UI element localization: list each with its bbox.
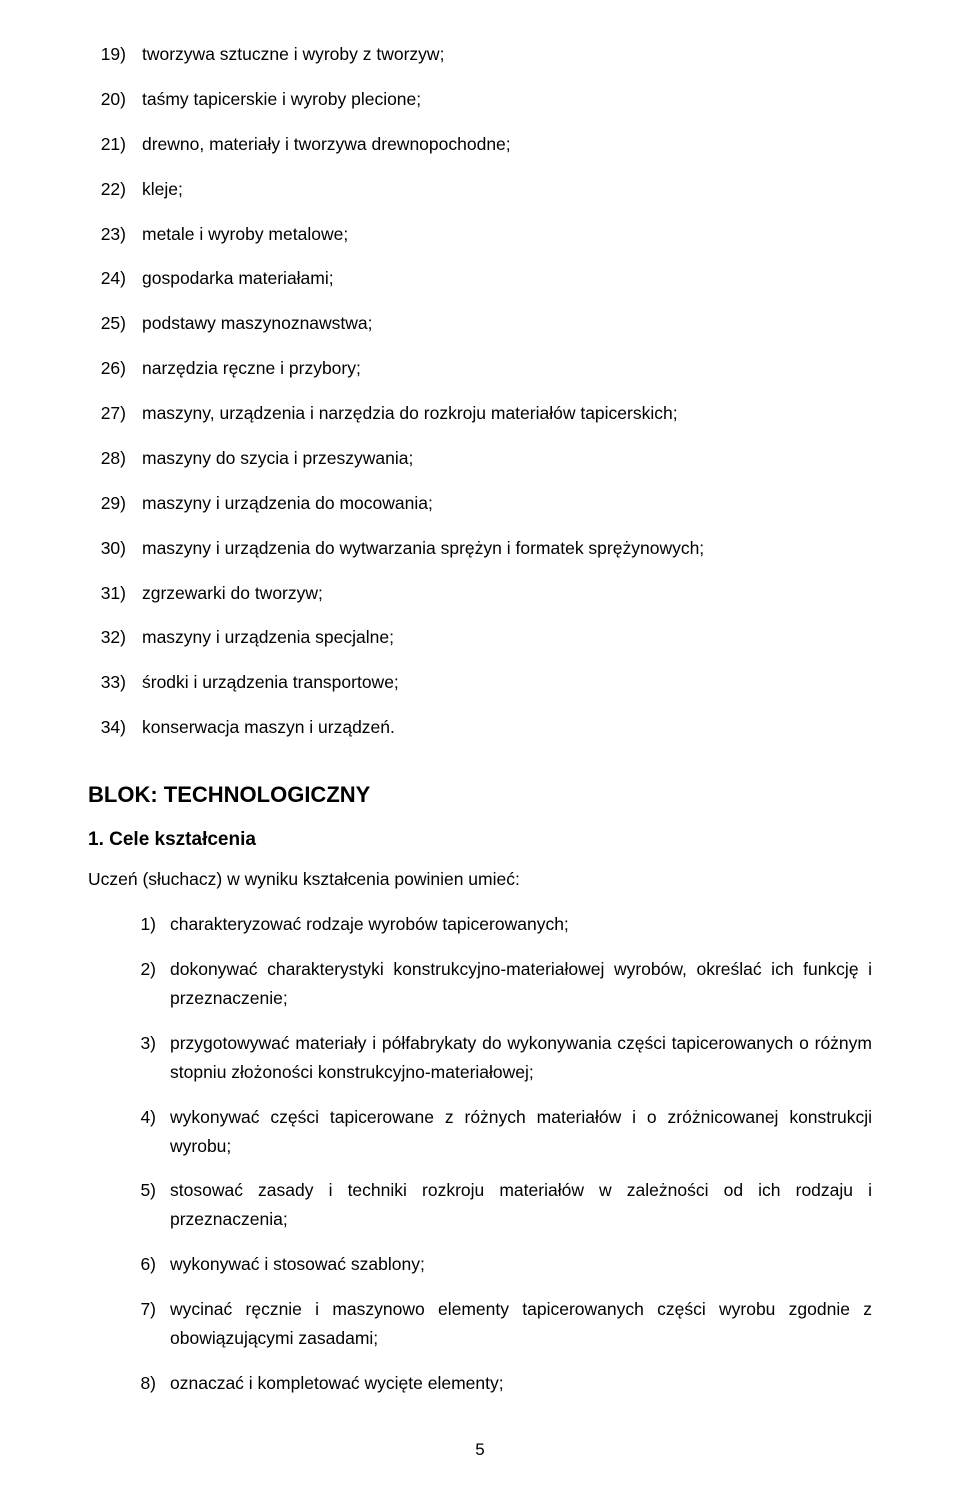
list-number: 33) xyxy=(88,668,142,697)
list-number: 25) xyxy=(88,309,142,338)
list-text: maszyny, urządzenia i narzędzia do rozkr… xyxy=(142,399,872,428)
list-text: podstawy maszynoznawstwa; xyxy=(142,309,872,338)
list-number: 31) xyxy=(88,579,142,608)
list-item: 24) gospodarka materiałami; xyxy=(88,264,872,293)
list-text: zgrzewarki do tworzyw; xyxy=(142,579,872,608)
intro-text: Uczeń (słuchacz) w wyniku kształcenia po… xyxy=(88,865,872,894)
list-text: środki i urządzenia transportowe; xyxy=(142,668,872,697)
list-item: 25) podstawy maszynoznawstwa; xyxy=(88,309,872,338)
list-item: 23) metale i wyroby metalowe; xyxy=(88,220,872,249)
list-text: kleje; xyxy=(142,175,872,204)
list-text: maszyny i urządzenia specjalne; xyxy=(142,623,872,652)
list-number: 3) xyxy=(128,1029,170,1058)
list-item: 32) maszyny i urządzenia specjalne; xyxy=(88,623,872,652)
list-number: 26) xyxy=(88,354,142,383)
list-item: 7) wycinać ręcznie i maszynowo elementy … xyxy=(128,1295,872,1353)
list-text: charakteryzować rodzaje wyrobów tapicero… xyxy=(170,910,872,939)
list-number: 32) xyxy=(88,623,142,652)
list-item: 31) zgrzewarki do tworzyw; xyxy=(88,579,872,608)
list-text: tworzywa sztuczne i wyroby z tworzyw; xyxy=(142,40,872,69)
list-number: 22) xyxy=(88,175,142,204)
list-item: 28) maszyny do szycia i przeszywania; xyxy=(88,444,872,473)
upper-numbered-list: 19) tworzywa sztuczne i wyroby z tworzyw… xyxy=(88,40,872,742)
list-text: wycinać ręcznie i maszynowo elementy tap… xyxy=(170,1295,872,1353)
list-number: 23) xyxy=(88,220,142,249)
list-number: 5) xyxy=(128,1176,170,1205)
list-text: maszyny do szycia i przeszywania; xyxy=(142,444,872,473)
list-item: 21) drewno, materiały i tworzywa drewnop… xyxy=(88,130,872,159)
page-number: 5 xyxy=(88,1440,872,1460)
list-text: narzędzia ręczne i przybory; xyxy=(142,354,872,383)
list-number: 20) xyxy=(88,85,142,114)
list-number: 28) xyxy=(88,444,142,473)
list-number: 21) xyxy=(88,130,142,159)
section-heading: 1. Cele kształcenia xyxy=(88,825,872,855)
list-item: 2) dokonywać charakterystyki konstrukcyj… xyxy=(128,955,872,1013)
list-item: 29) maszyny i urządzenia do mocowania; xyxy=(88,489,872,518)
lower-numbered-list: 1) charakteryzować rodzaje wyrobów tapic… xyxy=(88,910,872,1397)
list-number: 34) xyxy=(88,713,142,742)
list-item: 5) stosować zasady i techniki rozkroju m… xyxy=(128,1176,872,1234)
list-number: 19) xyxy=(88,40,142,69)
list-number: 7) xyxy=(128,1295,170,1324)
list-text: taśmy tapicerskie i wyroby plecione; xyxy=(142,85,872,114)
list-item: 20) taśmy tapicerskie i wyroby plecione; xyxy=(88,85,872,114)
list-text: wykonywać i stosować szablony; xyxy=(170,1250,872,1279)
list-number: 4) xyxy=(128,1103,170,1132)
list-item: 30) maszyny i urządzenia do wytwarzania … xyxy=(88,534,872,563)
list-number: 2) xyxy=(128,955,170,984)
list-item: 1) charakteryzować rodzaje wyrobów tapic… xyxy=(128,910,872,939)
list-text: przygotowywać materiały i półfabrykaty d… xyxy=(170,1029,872,1087)
list-number: 30) xyxy=(88,534,142,563)
list-text: metale i wyroby metalowe; xyxy=(142,220,872,249)
list-item: 26) narzędzia ręczne i przybory; xyxy=(88,354,872,383)
list-item: 6) wykonywać i stosować szablony; xyxy=(128,1250,872,1279)
list-item: 4) wykonywać części tapicerowane z różny… xyxy=(128,1103,872,1161)
list-text: stosować zasady i techniki rozkroju mate… xyxy=(170,1176,872,1234)
list-text: maszyny i urządzenia do mocowania; xyxy=(142,489,872,518)
list-text: konserwacja maszyn i urządzeń. xyxy=(142,713,872,742)
document-page: 19) tworzywa sztuczne i wyroby z tworzyw… xyxy=(0,0,960,1500)
list-number: 24) xyxy=(88,264,142,293)
block-heading: BLOK: TECHNOLOGICZNY xyxy=(88,778,872,811)
list-item: 3) przygotowywać materiały i półfabrykat… xyxy=(128,1029,872,1087)
list-item: 34) konserwacja maszyn i urządzeń. xyxy=(88,713,872,742)
list-number: 27) xyxy=(88,399,142,428)
list-text: dokonywać charakterystyki konstrukcyjno-… xyxy=(170,955,872,1013)
list-item: 22) kleje; xyxy=(88,175,872,204)
list-text: wykonywać części tapicerowane z różnych … xyxy=(170,1103,872,1161)
list-number: 29) xyxy=(88,489,142,518)
list-text: gospodarka materiałami; xyxy=(142,264,872,293)
list-item: 27) maszyny, urządzenia i narzędzia do r… xyxy=(88,399,872,428)
list-item: 19) tworzywa sztuczne i wyroby z tworzyw… xyxy=(88,40,872,69)
list-number: 1) xyxy=(128,910,170,939)
list-item: 8) oznaczać i kompletować wycięte elemen… xyxy=(128,1369,872,1398)
list-number: 6) xyxy=(128,1250,170,1279)
list-item: 33) środki i urządzenia transportowe; xyxy=(88,668,872,697)
list-number: 8) xyxy=(128,1369,170,1398)
list-text: drewno, materiały i tworzywa drewnopocho… xyxy=(142,130,872,159)
list-text: maszyny i urządzenia do wytwarzania sprę… xyxy=(142,534,872,563)
list-text: oznaczać i kompletować wycięte elementy; xyxy=(170,1369,872,1398)
